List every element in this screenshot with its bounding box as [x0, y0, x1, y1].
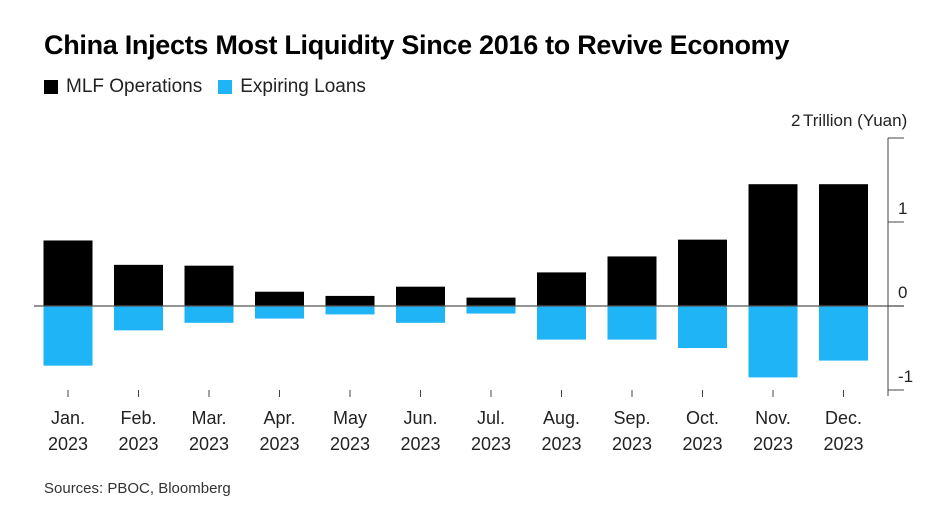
x-label-year-10: 2023: [753, 434, 793, 454]
x-label-month-8: Sep.: [613, 408, 650, 428]
x-label-year-6: 2023: [471, 434, 511, 454]
x-label-month-10: Nov.: [755, 408, 791, 428]
bar-mlf-0: [43, 240, 93, 306]
chart-title: China Injects Most Liquidity Since 2016 …: [44, 30, 790, 60]
source-note: Sources: PBOC, Bloomberg: [44, 480, 231, 497]
bar-mlf-2: [184, 265, 234, 306]
x-label-month-0: Jan.: [51, 408, 85, 428]
x-label-year-7: 2023: [541, 434, 581, 454]
bar-loans-0: [43, 306, 93, 366]
x-label-year-5: 2023: [400, 434, 440, 454]
legend-label-mlf: MLF Operations: [66, 76, 203, 97]
bar-loans-4: [325, 306, 375, 315]
bar-loans-3: [255, 306, 304, 319]
bar-mlf-4: [325, 295, 375, 306]
bar-mlf-1: [114, 264, 163, 306]
y-tick-label-0: 2: [791, 111, 800, 130]
bar-loans-8: [607, 306, 657, 340]
x-label-year-4: 2023: [330, 434, 370, 454]
x-label-year-0: 2023: [48, 434, 88, 454]
x-label-year-11: 2023: [823, 434, 863, 454]
legend-swatch-mlf: [44, 80, 58, 94]
y-tick-label-2: 0: [898, 283, 907, 302]
bar-mlf-3: [255, 291, 304, 306]
legend-label-loans: Expiring Loans: [240, 76, 366, 97]
bar-loans-1: [114, 306, 163, 331]
x-label-month-4: May: [333, 408, 367, 428]
x-label-month-2: Mar.: [191, 408, 226, 428]
x-label-year-3: 2023: [259, 434, 299, 454]
bar-mlf-8: [607, 256, 657, 306]
x-label-month-9: Oct.: [686, 408, 719, 428]
x-label-month-5: Jun.: [403, 408, 437, 428]
x-label-year-1: 2023: [118, 434, 158, 454]
bar-mlf-5: [396, 286, 445, 306]
legend-swatch-loans: [218, 80, 233, 94]
bar-loans-11: [819, 306, 868, 361]
y-axis-unit-label: Trillion (Yuan): [803, 111, 907, 130]
bar-loans-10: [748, 306, 798, 378]
bar-loans-2: [184, 306, 234, 323]
x-label-year-8: 2023: [612, 434, 652, 454]
y-tick-label-1: 1: [898, 199, 907, 218]
bar-loans-7: [537, 306, 586, 340]
x-label-month-3: Apr.: [263, 408, 295, 428]
x-label-year-2: 2023: [189, 434, 229, 454]
bar-loans-5: [396, 306, 445, 323]
legend-item-mlf: MLF Operations: [44, 76, 202, 98]
bar-loans-9: [678, 306, 727, 348]
bar-mlf-10: [748, 184, 798, 306]
bar-loans-6: [466, 306, 516, 314]
legend: MLF Operations Expiring Loans: [44, 76, 382, 98]
x-label-month-6: Jul.: [477, 408, 505, 428]
x-label-month-11: Dec.: [825, 408, 862, 428]
legend-item-loans: Expiring Loans: [218, 76, 366, 98]
y-tick-label-3: -1: [898, 367, 913, 386]
bar-mlf-6: [466, 297, 516, 306]
x-label-month-1: Feb.: [120, 408, 156, 428]
bar-chart: 2 Trillion (Yuan) 1 0 -1 Jan. 2023 Feb. 2023 Mar.…: [34, 111, 913, 454]
bar-mlf-11: [819, 184, 868, 306]
x-label-month-7: Aug.: [543, 408, 580, 428]
x-label-year-9: 2023: [682, 434, 722, 454]
bar-mlf-9: [678, 239, 727, 306]
bar-mlf-7: [537, 272, 586, 306]
